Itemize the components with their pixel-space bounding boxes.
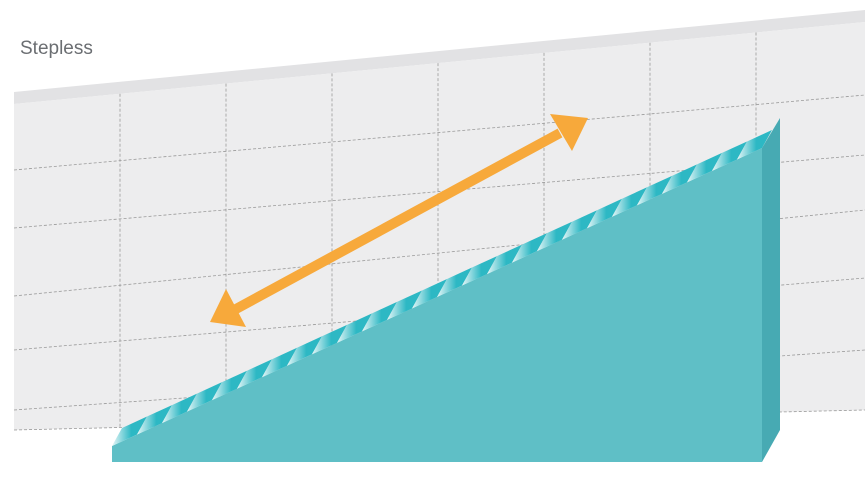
staircase-steps [112, 130, 772, 446]
stair-step [287, 336, 322, 366]
stair-step [337, 313, 372, 343]
stair-step [612, 187, 647, 217]
stair-step [362, 301, 397, 332]
stair-step [512, 233, 547, 263]
stair-step [187, 382, 222, 412]
stair-step [687, 152, 722, 183]
staircase [112, 118, 780, 462]
wall-top-edge [14, 10, 865, 104]
stair-step [262, 347, 297, 378]
stair-step [712, 141, 747, 171]
stair-step [412, 279, 447, 309]
double-arrow [210, 114, 588, 327]
stair-step [112, 416, 147, 446]
stair-step [487, 244, 522, 275]
stair-step [537, 221, 572, 252]
stair-step [312, 324, 347, 355]
stair-step [587, 198, 622, 229]
arrow-head-end [550, 114, 588, 151]
arrow-shaft [233, 128, 563, 314]
stair-step [162, 393, 197, 424]
stair-step [237, 359, 272, 389]
arrow-head-start [210, 289, 246, 327]
staircase-side-face [762, 118, 780, 462]
diagram-title: Stepless [20, 38, 93, 59]
stair-step [437, 267, 472, 297]
stair-step [662, 164, 697, 194]
stair-step [387, 290, 422, 320]
staircase-front-face [112, 148, 762, 462]
stair-step [137, 405, 172, 435]
stair-step [737, 130, 772, 160]
grid-line-horizontal [13, 94, 865, 171]
stair-step [212, 370, 247, 401]
stair-step [462, 256, 497, 286]
stair-step [562, 210, 597, 240]
stair-step [637, 175, 672, 206]
